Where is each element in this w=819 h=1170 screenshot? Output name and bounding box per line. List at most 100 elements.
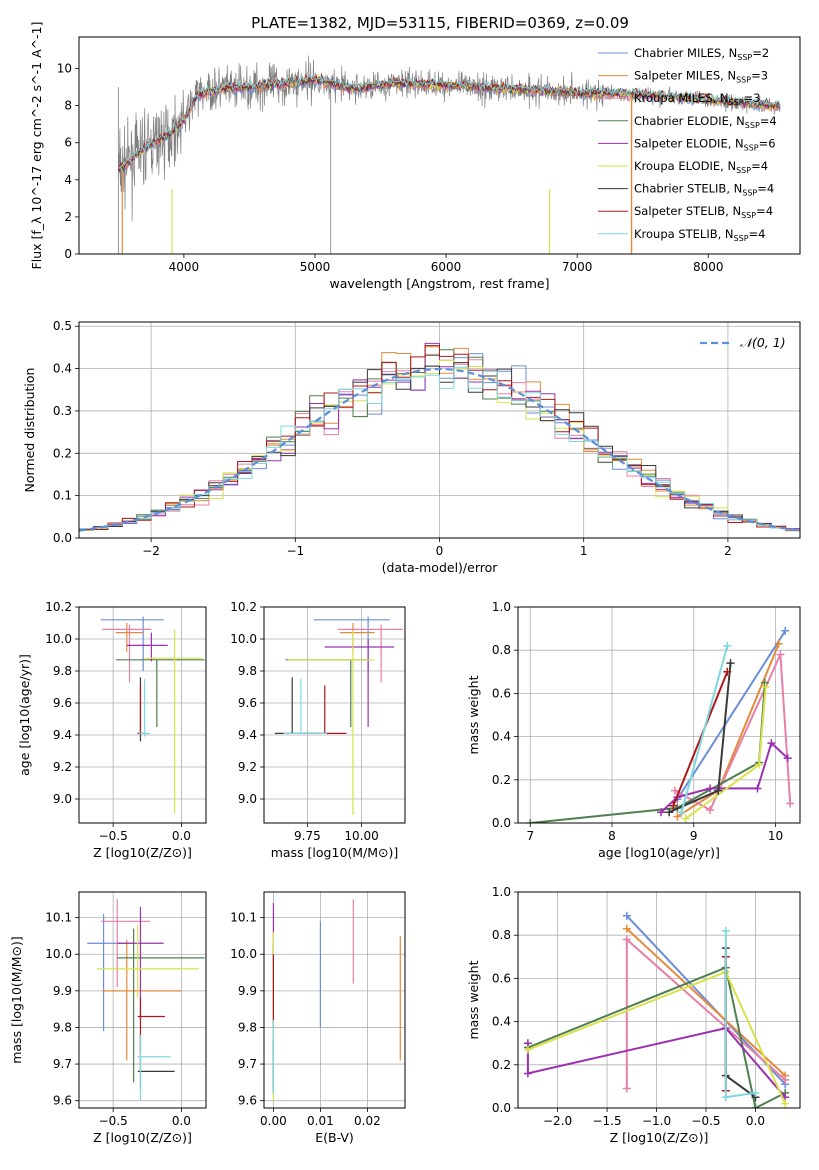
y-tick-label: 9.4 [238, 728, 257, 742]
weight-marker [622, 1084, 631, 1093]
weight-marker [781, 1099, 790, 1108]
panel-7: −2.0 −1.5 −1.0 −0.5 0.0 0.0 0.2 0.4 0.6 0.8 1.0 Z [… [466, 885, 801, 1145]
y-axis-label: Normed distribution [22, 368, 37, 493]
normal-curve [79, 367, 800, 532]
x-tick-label: 10 [768, 829, 783, 843]
y-tick-label: 10.2 [230, 600, 257, 614]
y-tick-label: 9.7 [53, 1057, 72, 1071]
axes-frame [78, 36, 801, 255]
y-tick-label: 0.4 [492, 1015, 511, 1029]
x-tick-label: −2.0 [543, 1114, 572, 1128]
legend-label: Kroupa ELODIE, NSSP=4 [634, 159, 768, 175]
weight-marker [726, 659, 735, 668]
x-tick-label: −2 [142, 544, 160, 558]
x-tick-label: −0.5 [691, 1114, 720, 1128]
y-tick-label: 6 [64, 136, 72, 150]
weight-line [724, 930, 756, 1099]
y-tick-label: 1.0 [492, 885, 511, 899]
y-tick-label: 10.0 [230, 632, 257, 646]
y-tick-label: 9.6 [238, 696, 257, 710]
x-axis-label: Z [log10(Z/Z⊙)] [93, 845, 192, 860]
weight-marker [706, 806, 715, 815]
legend-label: Chabrier STELIB, NSSP=4 [634, 182, 774, 198]
weight-marker [714, 786, 723, 795]
y-tick-label: 0.8 [492, 643, 511, 657]
x-axis-label: E(B-V) [315, 1130, 354, 1145]
x-tick-label: −1.0 [642, 1114, 671, 1128]
y-tick-label: 0.5 [53, 319, 72, 333]
weight-marker [721, 926, 730, 935]
legend-label: Kroupa STELIB, NSSP=4 [634, 227, 765, 243]
x-axis-label: Z [log10(Z/Z⊙)] [93, 1130, 192, 1145]
weight-line [530, 682, 766, 823]
y-axis-label: mass weight [466, 675, 481, 754]
x-tick-label: 7 [526, 829, 534, 843]
axes-frame [263, 606, 406, 824]
error-bars [87, 899, 205, 1101]
weight-marker [723, 667, 732, 676]
y-axis-label: age [log10(age/yr)] [17, 654, 32, 776]
weight-marker [622, 935, 631, 944]
y-tick-label: 9.0 [53, 792, 72, 806]
y-tick-label: 9.8 [238, 1020, 257, 1034]
axes-frame [78, 321, 801, 539]
x-axis-label: (data-model)/error [382, 560, 499, 575]
y-tick-label: 0.1 [53, 489, 72, 503]
histogram-step [79, 366, 800, 533]
y-tick-label: 9.6 [53, 1094, 72, 1108]
y-axis-label: mass [log10(M/M⊙)] [9, 936, 24, 1064]
legend-label: Salpeter STELIB, NSSP=4 [634, 204, 773, 220]
weight-marker [761, 682, 770, 691]
weight-marker [751, 1088, 760, 1097]
spectrum-lines [117, 55, 781, 254]
weight-marker [776, 650, 785, 659]
weight-marker [706, 784, 715, 793]
weight-marker [767, 739, 776, 748]
weight-line [674, 654, 792, 812]
x-tick-label: 0.0 [172, 1114, 191, 1128]
y-tick-label: 9.6 [53, 696, 72, 710]
legend-label: Kroupa MILES, NSSP=3 [634, 91, 760, 107]
axes-frame [517, 606, 801, 824]
y-tick-label: 0.2 [492, 773, 511, 787]
weight-marker [781, 1075, 790, 1084]
weight-line [676, 630, 787, 800]
panel-3: 9.75 10.00 9.0 9.2 9.4 9.6 9.8 10.0 10.2 mass [lo… [230, 600, 406, 860]
x-tick-label: 0.00 [260, 1114, 287, 1128]
axes-frame [78, 891, 207, 1109]
y-tick-label: 9.4 [53, 728, 72, 742]
axes-frame [517, 891, 801, 1109]
y-tick-label: 9.7 [238, 1057, 257, 1071]
x-tick-label: 0.0 [746, 1114, 765, 1128]
y-tick-label: 10.1 [230, 911, 257, 925]
legend-label: 𝒩(0, 1) [740, 335, 786, 350]
model-spectrum-line [117, 74, 781, 171]
weight-lines [523, 911, 790, 1108]
panel-0: 4000 5000 6000 7000 8000 0 2 4 6 8 10 wavelength [A… [29, 22, 801, 291]
axes-frame [78, 606, 207, 824]
y-tick-label: 9.8 [53, 1020, 72, 1034]
y-tick-label: 0.4 [53, 362, 72, 376]
y-tick-label: 0.6 [492, 686, 511, 700]
legend-label: Salpeter MILES, NSSP=3 [634, 69, 768, 85]
axes-frame [263, 891, 406, 1109]
y-axis-label: mass weight [466, 960, 481, 1039]
weight-line [526, 1026, 786, 1098]
x-tick-label: 6000 [431, 260, 462, 274]
weight-marker [677, 808, 686, 817]
y-tick-label: 0 [64, 247, 72, 261]
x-tick-label: 0 [436, 544, 444, 558]
x-tick-label: 0.0 [172, 829, 191, 843]
panel-6: 0.00 0.01 0.02 9.6 9.7 9.8 9.9 10.0 10.1 E(B-V) [230, 891, 406, 1145]
weight-marker [774, 639, 783, 648]
weight-line [626, 927, 786, 1077]
y-tick-label: 0.2 [53, 446, 72, 460]
x-tick-label: 0.01 [307, 1114, 334, 1128]
weight-marker [786, 799, 795, 808]
legend: Chabrier MILES, NSSP=2 Salpeter MILES, NS… [598, 46, 777, 243]
weight-marker [670, 786, 679, 795]
y-tick-label: 2 [64, 210, 72, 224]
x-tick-label: 9 [690, 829, 698, 843]
x-tick-label: 8000 [693, 260, 724, 274]
weight-marker [753, 784, 762, 793]
